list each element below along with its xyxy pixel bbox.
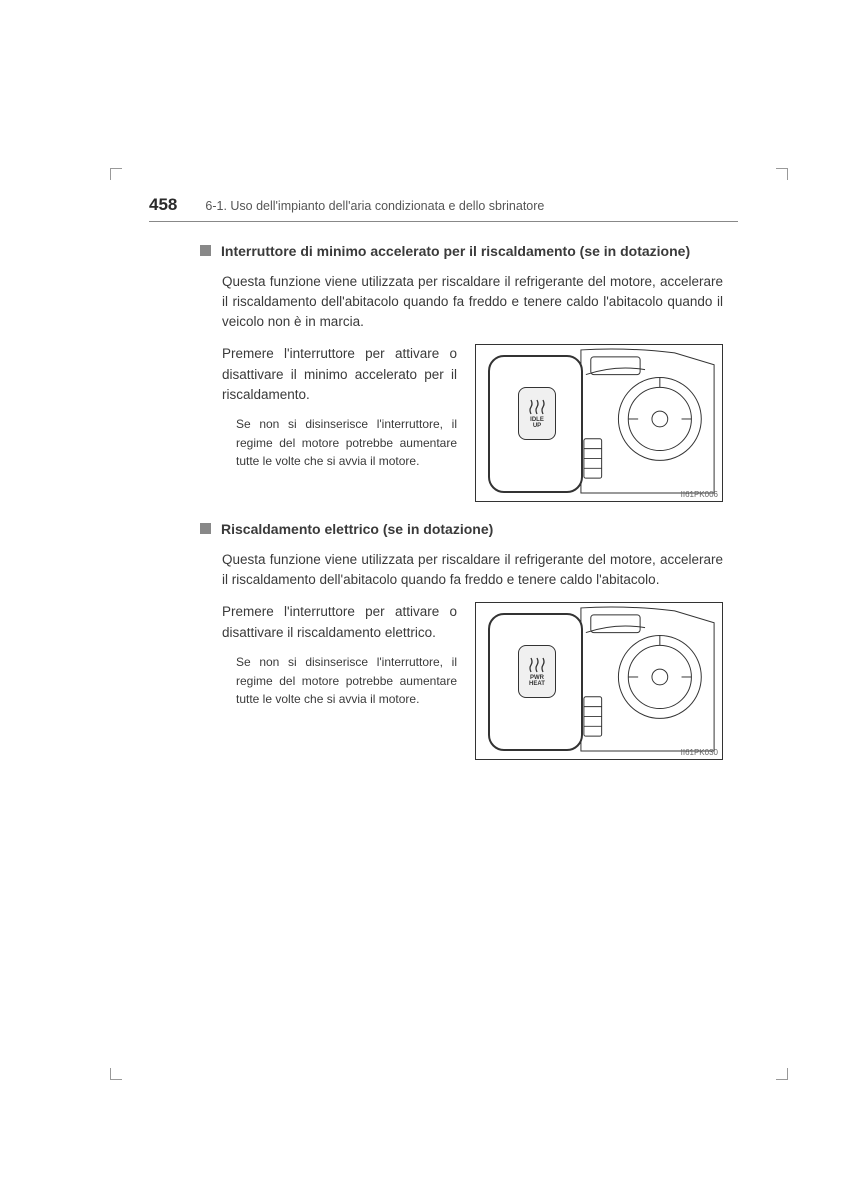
heat-waves-icon — [528, 399, 546, 415]
page-content: 458 6-1. Uso dell'impianto dell'aria con… — [0, 0, 848, 760]
crop-mark — [110, 1068, 122, 1080]
crop-mark — [776, 1068, 788, 1080]
section-header: Interruttore di minimo accelerato per il… — [200, 242, 723, 262]
crop-mark — [776, 168, 788, 180]
crop-mark — [110, 168, 122, 180]
heat-waves-icon — [528, 657, 546, 673]
illustration-code: II61PK006 — [681, 490, 718, 499]
row-text: Premere l'interruttore per attivare o di… — [222, 344, 457, 502]
button-label: PWR HEAT — [529, 675, 545, 687]
square-bullet-icon — [200, 523, 211, 534]
button-callout-frame: PWR HEAT — [488, 613, 583, 751]
instruction-text: Premere l'interruttore per attivare o di… — [222, 344, 457, 405]
row-text: Premere l'interruttore per attivare o di… — [222, 602, 457, 760]
instruction-text: Premere l'interruttore per attivare o di… — [222, 602, 457, 643]
section-electric-heat: Riscaldamento elettrico (se in dotazione… — [200, 520, 723, 760]
page-header: 458 6-1. Uso dell'impianto dell'aria con… — [149, 195, 738, 222]
btn-label-line2: UP — [533, 423, 541, 429]
section-title: Interruttore di minimo accelerato per il… — [221, 242, 723, 262]
illustration-idle-up: IDLE UP II61PK006 — [475, 344, 723, 502]
section-intro: Questa funzione viene utilizzata per ris… — [222, 272, 723, 333]
section-idle-up: Interruttore di minimo accelerato per il… — [200, 242, 723, 502]
note-text: Se non si disinserisce l'interruttore, i… — [236, 653, 457, 709]
pwr-heat-button: PWR HEAT — [518, 645, 556, 698]
dashboard-drawing — [576, 345, 722, 501]
square-bullet-icon — [200, 245, 211, 256]
illustration-pwr-heat: PWR HEAT II61PK030 — [475, 602, 723, 760]
section-header: Riscaldamento elettrico (se in dotazione… — [200, 520, 723, 540]
idle-up-button: IDLE UP — [518, 387, 556, 440]
content-area: Interruttore di minimo accelerato per il… — [155, 242, 738, 760]
dashboard-drawing — [576, 603, 722, 759]
section-intro: Questa funzione viene utilizzata per ris… — [222, 550, 723, 591]
page-number: 458 — [149, 195, 177, 215]
header-title: 6-1. Uso dell'impianto dell'aria condizi… — [205, 199, 544, 213]
button-label: IDLE UP — [530, 417, 544, 429]
instruction-row: Premere l'interruttore per attivare o di… — [222, 344, 723, 502]
button-callout-frame: IDLE UP — [488, 355, 583, 493]
section-title: Riscaldamento elettrico (se in dotazione… — [221, 520, 723, 540]
note-text: Se non si disinserisce l'interruttore, i… — [236, 415, 457, 471]
instruction-row: Premere l'interruttore per attivare o di… — [222, 602, 723, 760]
btn-label-line2: HEAT — [529, 681, 545, 687]
illustration-code: II61PK030 — [681, 748, 718, 757]
